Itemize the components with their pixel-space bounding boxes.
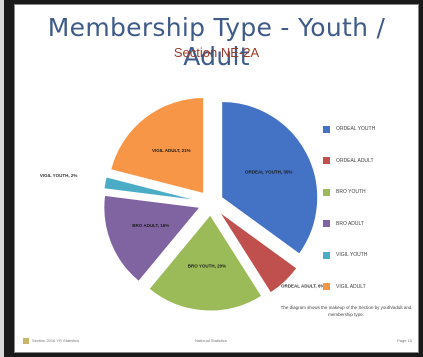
- pie-slice-vigil-youth: [103, 176, 200, 202]
- legend-label: ORDEAL YOUTH: [336, 126, 376, 132]
- legend-item-ordeal-youth: ORDEAL YOUTH: [323, 123, 413, 135]
- legend-item-bro-adult: BRO ADULT: [323, 218, 413, 230]
- legend-swatch: [323, 157, 330, 165]
- previous-slide-edge: [0, 0, 10, 357]
- pie-slice-bro-youth: [148, 214, 263, 312]
- legend-label: VIGIL ADULT: [336, 283, 366, 290]
- pie-slice-bro-adult: [103, 194, 201, 283]
- legend-label: ORDEAL ADULT: [336, 157, 374, 164]
- slide-subtitle: Section NE-2A: [173, 45, 260, 60]
- pie-slice-vigil-adult: [110, 97, 205, 195]
- slice-label-bro-adult: BRO ADULT, 16%: [132, 223, 169, 228]
- legend-label: BRO YOUTH: [336, 189, 366, 196]
- slice-label-ordeal-youth: ORDEAL YOUTH, 35%: [245, 170, 292, 175]
- legend-item-ordeal-adult: ORDEAL ADULT: [323, 155, 413, 167]
- legend-item-bro-youth: BRO YOUTH: [323, 186, 413, 198]
- legend-swatch: [323, 220, 330, 228]
- footer-left: Section 2016 YR Statistics: [32, 338, 80, 343]
- pie-slice-ordeal-youth: [221, 101, 319, 255]
- legend-item-vigil-youth: VIGIL YOUTH: [323, 249, 413, 261]
- legend-swatch: [323, 251, 330, 259]
- logo-icon: [23, 338, 29, 344]
- legend-item-vigil-adult: VIGIL ADULT: [323, 281, 413, 293]
- slice-label-bro-youth: BRO YOUTH, 20%: [188, 264, 226, 269]
- pie-chart: ORDEAL YOUTH, 35% ORDEAL ADULT, 6% BRO YOU…: [40, 97, 324, 312]
- slide-title: Membership Type - Youth / Adult: [47, 13, 386, 71]
- legend-label: VIGIL YOUTH: [336, 252, 368, 259]
- chart-legend: ORDEAL YOUTH ORDEAL ADULT BRO YOUTH BRO ADU…: [323, 123, 413, 313]
- legend-swatch: [323, 188, 330, 196]
- slice-label-ordeal-adult: ORDEAL ADULT, 6%: [281, 284, 324, 289]
- pie-slice-ordeal-adult: [218, 211, 298, 294]
- legend-label: BRO ADULT: [336, 220, 364, 227]
- footer-right: Page 15: [397, 338, 412, 343]
- footer-center: National Statistics: [195, 338, 227, 343]
- slide-footer: Section 2016 YR Statistics National Stat…: [23, 338, 412, 346]
- slide: Membership Type - Youth / Adult Section …: [14, 4, 419, 353]
- legend-swatch: [323, 283, 330, 291]
- chart-caption: The diagram shows the makeup of the Sect…: [280, 305, 412, 317]
- slice-label-vigil-youth: VIGIL YOUTH, 2%: [40, 173, 78, 178]
- legend-swatch: [323, 125, 330, 133]
- slice-label-vigil-adult: VIGIL ADULT, 21%: [152, 148, 191, 153]
